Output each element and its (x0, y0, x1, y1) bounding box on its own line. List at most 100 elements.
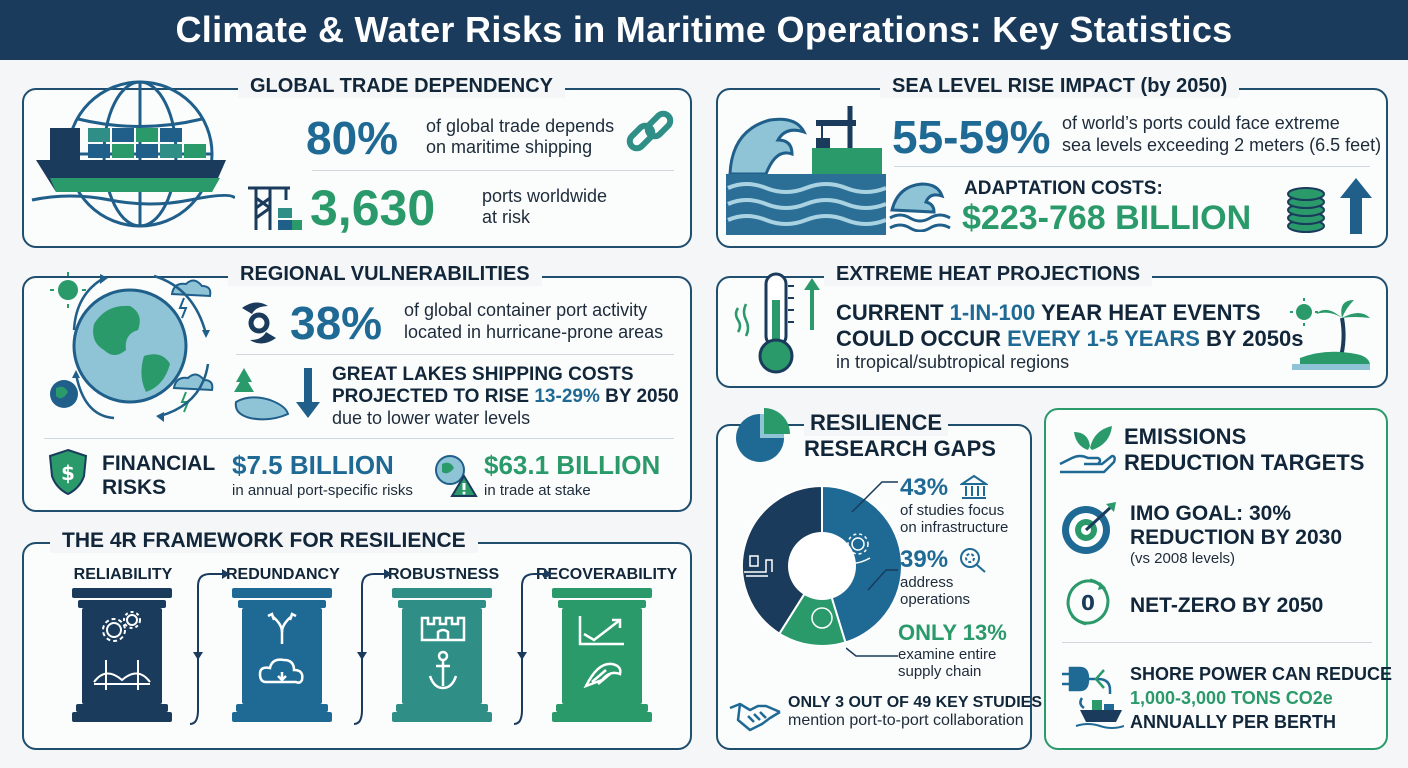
trade-divider (312, 170, 674, 171)
great-lakes-line-2a: PROJECTED TO RISE (332, 386, 535, 407)
imo-goal-line-3: (vs 2008 levels) (1130, 550, 1236, 567)
framework-connector-arrows (189, 569, 552, 725)
sea-level-stat: 55-59% (892, 111, 1051, 163)
pillar-redundancy (232, 588, 332, 722)
leaf-hand-icon (1059, 426, 1116, 474)
heat-line-2a: COULD OCCUR (836, 326, 1008, 351)
financial-risks-label-1: FINANCIAL (102, 452, 216, 475)
shore-power-line-1: SHORE POWER CAN REDUCE (1130, 664, 1393, 684)
hurricane-text-2: located in hurricane-prone areas (404, 322, 664, 342)
coins-arrow-up-icon (1287, 178, 1372, 234)
pillar-reliability (72, 588, 172, 722)
collaboration-line-2: mention port-to-port collaboration (788, 712, 1024, 729)
pie-chart-icon (736, 408, 790, 462)
great-lakes-line-2: PROJECTED TO RISE 13-29% BY 2050 (332, 386, 679, 408)
thermometer-icon (734, 272, 820, 374)
financial-risk-value-1: $7.5 BILLION (232, 450, 394, 480)
research-heading-1: RESILIENCE (804, 410, 949, 436)
research-stat-43-text-2: on infrastructure (900, 519, 1009, 536)
imo-goal-line-1: IMO GOAL: 30% (1130, 502, 1292, 525)
ports-at-risk-stat: 3,630 (310, 180, 436, 236)
financial-risks-label-2: RISKS (102, 476, 167, 499)
gear-search-icon (960, 548, 986, 573)
pillar-label-robustness: ROBUSTNESS (388, 566, 500, 583)
port-crane-icon (248, 186, 302, 230)
pillar-label-redundancy: REDUNDANCY (226, 566, 340, 583)
financial-risk-value-2: $63.1 BILLION (484, 450, 661, 480)
pillar-label-recoverability: RECOVERABILITY (536, 566, 678, 583)
regional-divider-1 (236, 354, 674, 355)
trade-stat-80-text-1: of global trade depends (426, 116, 615, 136)
globe-warning-icon (435, 455, 478, 497)
emissions-panel (1044, 408, 1388, 750)
sea-level-text-1: of world’s ports could face extreme (1062, 113, 1340, 133)
pillar-recoverability (552, 588, 652, 722)
great-lakes-line-2c: BY 2050 (599, 386, 679, 407)
donut-slice-infrastructure (821, 484, 903, 644)
chain-link-icon (626, 110, 674, 152)
wave-port-icon (726, 106, 886, 235)
title-bar: Climate & Water Risks in Maritime Operat… (0, 0, 1408, 60)
svg-text:0: 0 (1081, 591, 1095, 615)
trade-heading: GLOBAL TRADE DEPENDENCY (238, 75, 565, 98)
gears-bridge-icon (93, 611, 151, 690)
research-stat-13-text-1: examine entire (898, 646, 997, 663)
cargo-ship-globe-icon (31, 80, 235, 228)
heat-line-2c: BY 2050s (1199, 326, 1304, 351)
heat-frequency-current: 1-IN-100 (949, 300, 1036, 325)
framework-heading: THE 4R FRAMEWORK FOR RESILIENCE (50, 529, 478, 553)
heat-heading: EXTREME HEAT PROJECTIONS (824, 263, 1153, 286)
svg-text:$: $ (61, 461, 75, 485)
great-lakes-percent: 13-29% (534, 386, 600, 407)
heat-panel (716, 276, 1388, 388)
research-stat-39: 39% (900, 546, 949, 573)
handshake-icon (729, 702, 781, 732)
page-title: Climate & Water Risks in Maritime Operat… (175, 9, 1233, 50)
regional-heading: REGIONAL VULNERABILITIES (228, 263, 542, 286)
donut-leader-lines (846, 481, 898, 657)
emissions-heading-2: REDUCTION TARGETS (1124, 450, 1365, 475)
building-icon (960, 474, 988, 499)
sea-level-divider (894, 166, 1370, 167)
hurricane-text-1: of global container port activity (404, 300, 648, 320)
research-stat-43: 43% (900, 474, 949, 501)
wave-icon (889, 182, 951, 232)
chart-recovery-icon (578, 616, 624, 689)
research-heading-2: RESEARCH GAPS (804, 436, 996, 461)
sea-level-text-2: sea levels exceeding 2 meters (6.5 feet) (1062, 135, 1382, 155)
emissions-heading-1: EMISSIONS (1124, 424, 1247, 449)
collaboration-line-1: ONLY 3 OUT OF 49 KEY STUDIES (788, 694, 1042, 711)
research-stat-13: ONLY 13% (898, 620, 1007, 645)
shore-power-line-3: ANNUALLY PER BERTH (1130, 712, 1337, 732)
research-donut-chart (741, 484, 903, 647)
trade-stat-80: 80% (306, 112, 399, 164)
net-zero-text: NET-ZERO BY 2050 (1130, 594, 1324, 617)
trade-stat-80-text-2: on maritime shipping (426, 137, 593, 157)
shield-dollar-icon: $ (48, 448, 88, 496)
shore-power-plug-ship-icon (1062, 666, 1124, 729)
castle-anchor-icon (420, 616, 466, 690)
net-zero-icon: 0 (1066, 578, 1110, 626)
great-lakes-line-1: GREAT LAKES SHIPPING COSTS (332, 364, 634, 385)
research-stat-13-text-2: supply chain (898, 663, 982, 680)
research-stat-39-text-2: operations (900, 591, 971, 608)
climate-cycle-globe-icon (50, 272, 214, 422)
regional-divider-2 (44, 438, 674, 439)
financial-risk-text-2: in trade at stake (484, 482, 591, 499)
palm-tree-sun-icon (1290, 298, 1370, 370)
adaptation-costs-value: $223-768 BILLION (962, 199, 1252, 237)
heat-line-1c: YEAR HEAT EVENTS (1035, 300, 1261, 325)
imo-goal-line-2: REDUCTION BY 2030 (1130, 526, 1343, 549)
ports-at-risk-text-1: ports worldwide (482, 186, 608, 206)
financial-risk-text-1: in annual port-specific risks (232, 482, 413, 499)
sea-level-heading: SEA LEVEL RISE IMPACT (by 2050) (880, 75, 1240, 98)
donut-slice-operations (741, 484, 823, 636)
hurricane-icon (242, 302, 276, 344)
shore-power-line-2: 1,000-3,000 TONS CO2e (1130, 688, 1333, 708)
split-arrows-cloud-icon (258, 612, 304, 684)
lake-arrow-down-icon (234, 368, 320, 421)
heat-line-1: CURRENT 1-IN-100 YEAR HEAT EVENTS (836, 300, 1261, 326)
hurricane-stat: 38% (290, 297, 383, 349)
heat-line-1a: CURRENT (836, 300, 950, 325)
heat-frequency-future: EVERY 1-5 YEARS (1007, 326, 1200, 351)
